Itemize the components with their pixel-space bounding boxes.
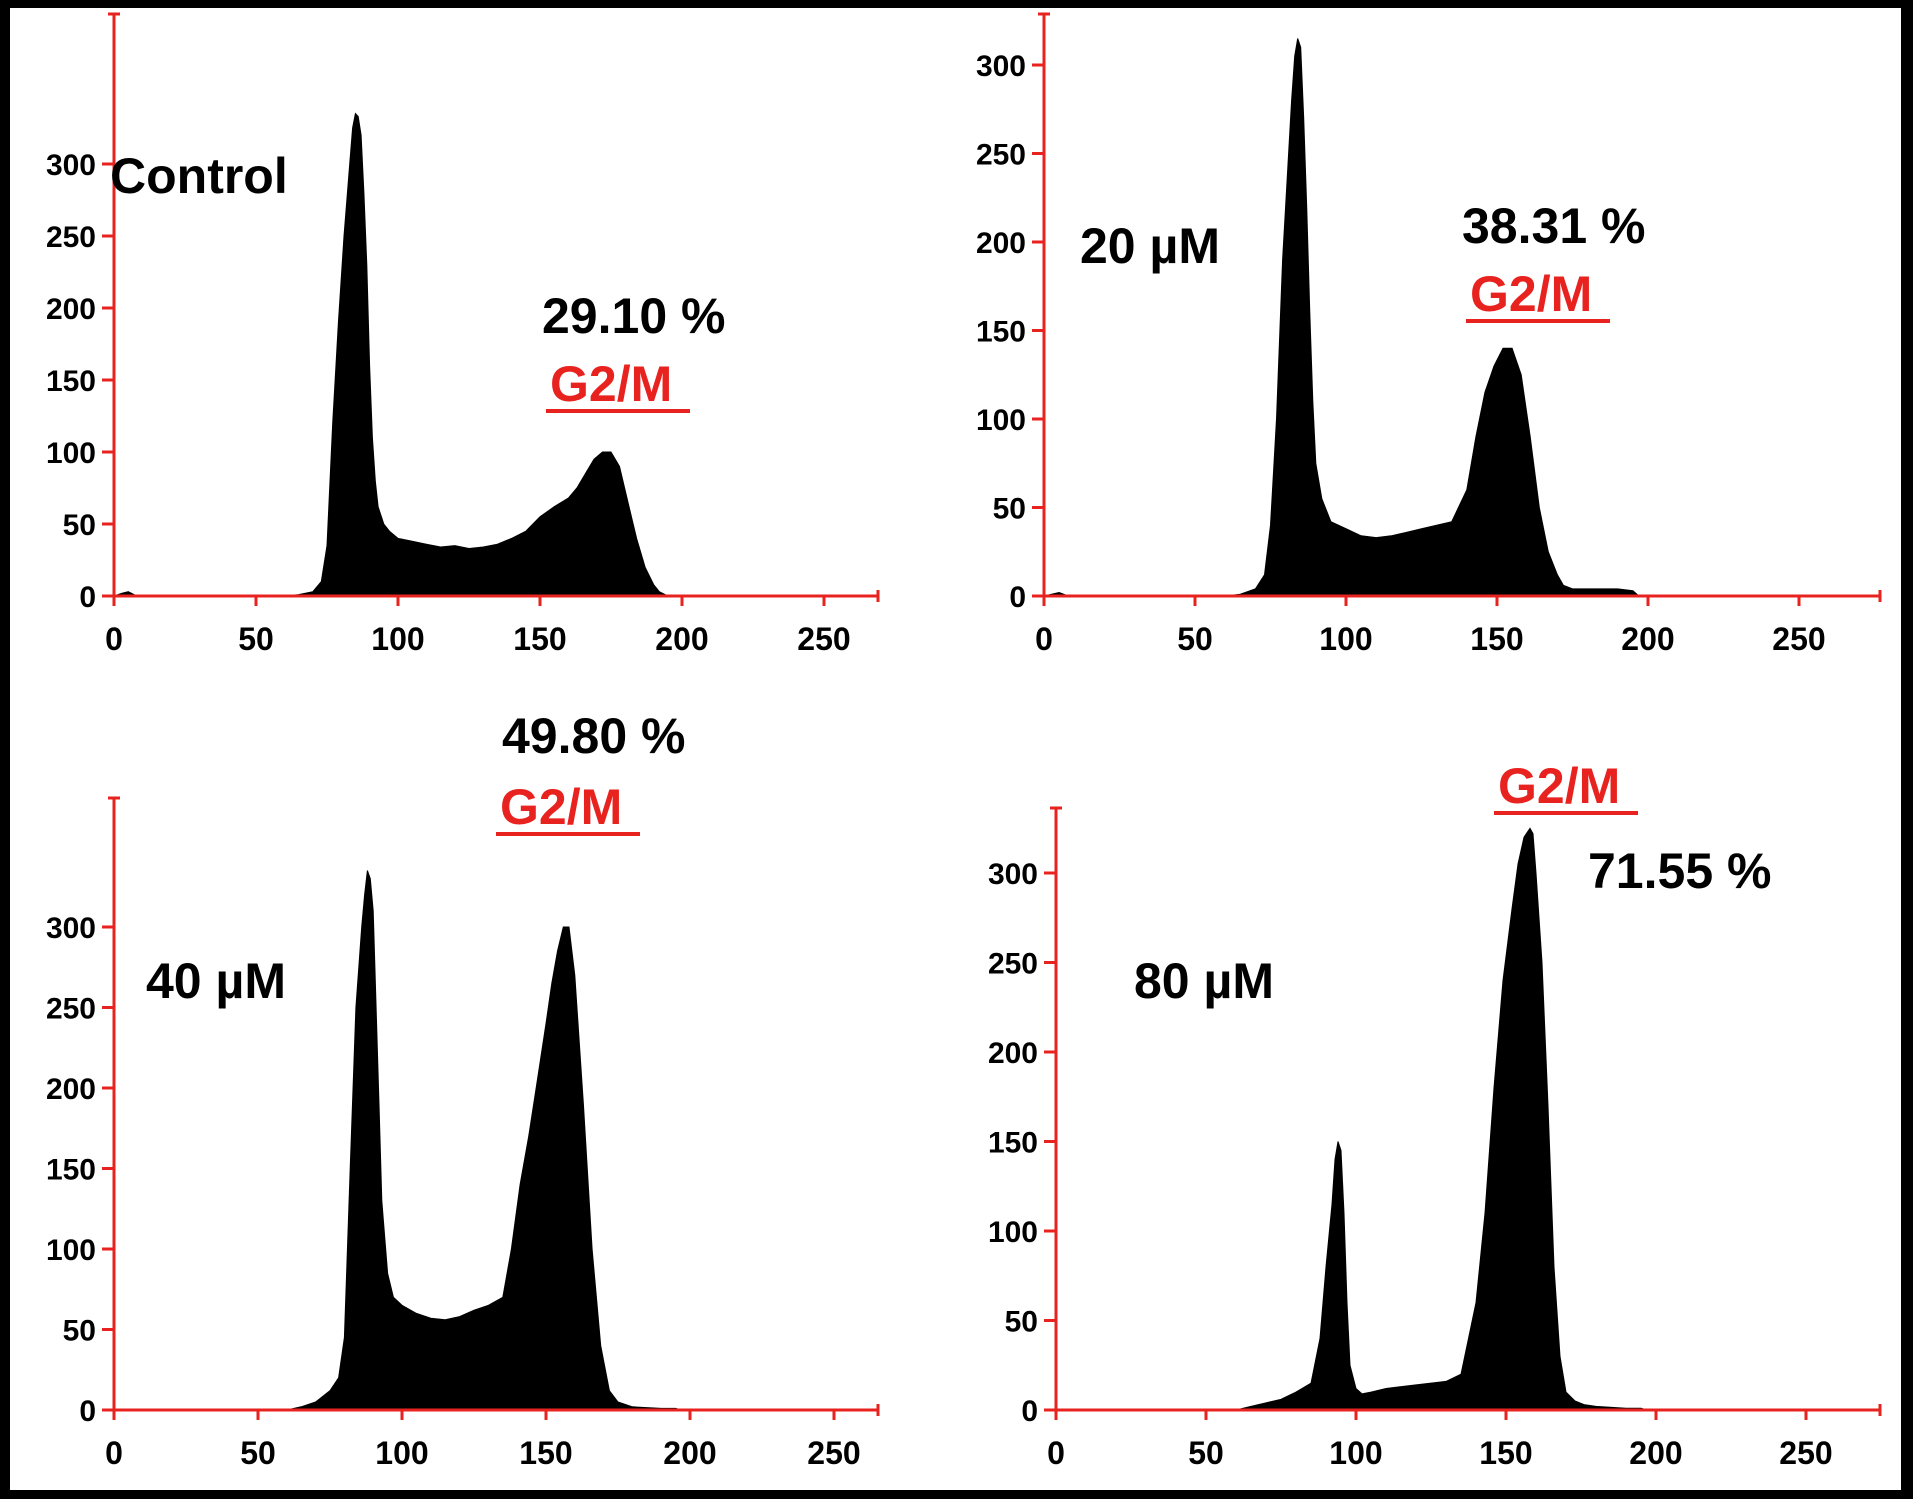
panel-title-80uM: 80 µM xyxy=(1134,953,1274,1009)
x-tick-label-0: 0 xyxy=(1047,1435,1065,1471)
y-tick-label-0: 0 xyxy=(1021,1395,1038,1428)
x-tick-label-50: 50 xyxy=(238,621,274,657)
y-tick-label-150: 150 xyxy=(988,1127,1038,1160)
y-tick-label-300: 300 xyxy=(988,858,1038,891)
g2m-percent-40uM: 49.80 % xyxy=(502,708,685,764)
y-tick-label-0: 0 xyxy=(79,581,96,614)
histogram-area-20uM xyxy=(1043,38,1641,597)
x-tick-label-0: 0 xyxy=(1035,621,1053,657)
y-tick-label-250: 250 xyxy=(46,221,96,254)
x-tick-label-200: 200 xyxy=(663,1435,716,1471)
g2m-phase-label-control: G2/M xyxy=(550,356,672,412)
histogram-area-80uM xyxy=(1056,827,1648,1411)
x-tick-label-100: 100 xyxy=(1319,621,1372,657)
y-tick-label-250: 250 xyxy=(988,948,1038,981)
g2m-phase-label-20uM: G2/M xyxy=(1470,266,1592,322)
figure: 0 50 100 150 200 250 0 50 100 150 200 250 300 Control… xyxy=(10,8,1901,1490)
y-tick-label-100: 100 xyxy=(976,404,1026,437)
y-tick-label-200: 200 xyxy=(46,293,96,326)
x-tick-label-50: 50 xyxy=(1188,1435,1224,1471)
x-tick-label-150: 150 xyxy=(1470,621,1523,657)
x-tick-label-50: 50 xyxy=(1177,621,1213,657)
y-tick-label-100: 100 xyxy=(46,1234,96,1267)
g2m-phase-label-80uM: G2/M xyxy=(1498,758,1620,814)
histogram-area-control xyxy=(113,112,669,597)
x-tick-label-250: 250 xyxy=(1779,1435,1832,1471)
y-tick-label-150: 150 xyxy=(46,365,96,398)
y-tick-label-0: 0 xyxy=(79,1395,96,1428)
x-tick-label-100: 100 xyxy=(1329,1435,1382,1471)
x-tick-label-50: 50 xyxy=(240,1435,276,1471)
panel-title-40uM: 40 µM xyxy=(146,953,286,1009)
x-tick-label-250: 250 xyxy=(807,1435,860,1471)
x-tick-label-100: 100 xyxy=(371,621,424,657)
histogram-area-40uM xyxy=(114,870,682,1411)
x-tick-label-250: 250 xyxy=(1772,621,1825,657)
y-tick-label-50: 50 xyxy=(63,1315,96,1348)
g2m-percent-20uM: 38.31 % xyxy=(1462,198,1645,254)
y-tick-label-0: 0 xyxy=(1009,581,1026,614)
x-tick-label-0: 0 xyxy=(105,621,123,657)
x-tick-label-200: 200 xyxy=(1629,1435,1682,1471)
x-tick-label-250: 250 xyxy=(797,621,850,657)
y-tick-label-250: 250 xyxy=(46,993,96,1026)
x-tick-label-100: 100 xyxy=(375,1435,428,1471)
g2m-percent-80uM: 71.55 % xyxy=(1588,843,1771,899)
y-tick-label-300: 300 xyxy=(976,50,1026,83)
y-tick-label-200: 200 xyxy=(46,1073,96,1106)
x-tick-label-150: 150 xyxy=(1479,1435,1532,1471)
y-tick-label-100: 100 xyxy=(46,437,96,470)
panel-title-control: Control xyxy=(110,148,288,204)
x-tick-label-200: 200 xyxy=(655,621,708,657)
y-tick-label-100: 100 xyxy=(988,1216,1038,1249)
y-tick-label-150: 150 xyxy=(976,316,1026,349)
y-tick-label-250: 250 xyxy=(976,139,1026,172)
x-tick-label-150: 150 xyxy=(513,621,566,657)
y-tick-label-300: 300 xyxy=(46,912,96,945)
panel-title-20uM: 20 µM xyxy=(1080,218,1220,274)
g2m-phase-label-40uM: G2/M xyxy=(500,779,622,835)
y-tick-label-300: 300 xyxy=(46,149,96,182)
y-tick-label-50: 50 xyxy=(1005,1306,1038,1339)
x-tick-label-150: 150 xyxy=(519,1435,572,1471)
x-tick-label-0: 0 xyxy=(105,1435,123,1471)
y-tick-label-50: 50 xyxy=(993,493,1026,526)
y-tick-label-150: 150 xyxy=(46,1154,96,1187)
y-tick-label-200: 200 xyxy=(976,227,1026,260)
x-tick-label-200: 200 xyxy=(1621,621,1674,657)
y-tick-label-200: 200 xyxy=(988,1037,1038,1070)
y-tick-label-50: 50 xyxy=(63,509,96,542)
histogram-panels: 0 50 100 150 200 250 0 50 100 150 200 250 300 Control… xyxy=(46,12,1882,1471)
g2m-percent-control: 29.10 % xyxy=(542,288,725,344)
